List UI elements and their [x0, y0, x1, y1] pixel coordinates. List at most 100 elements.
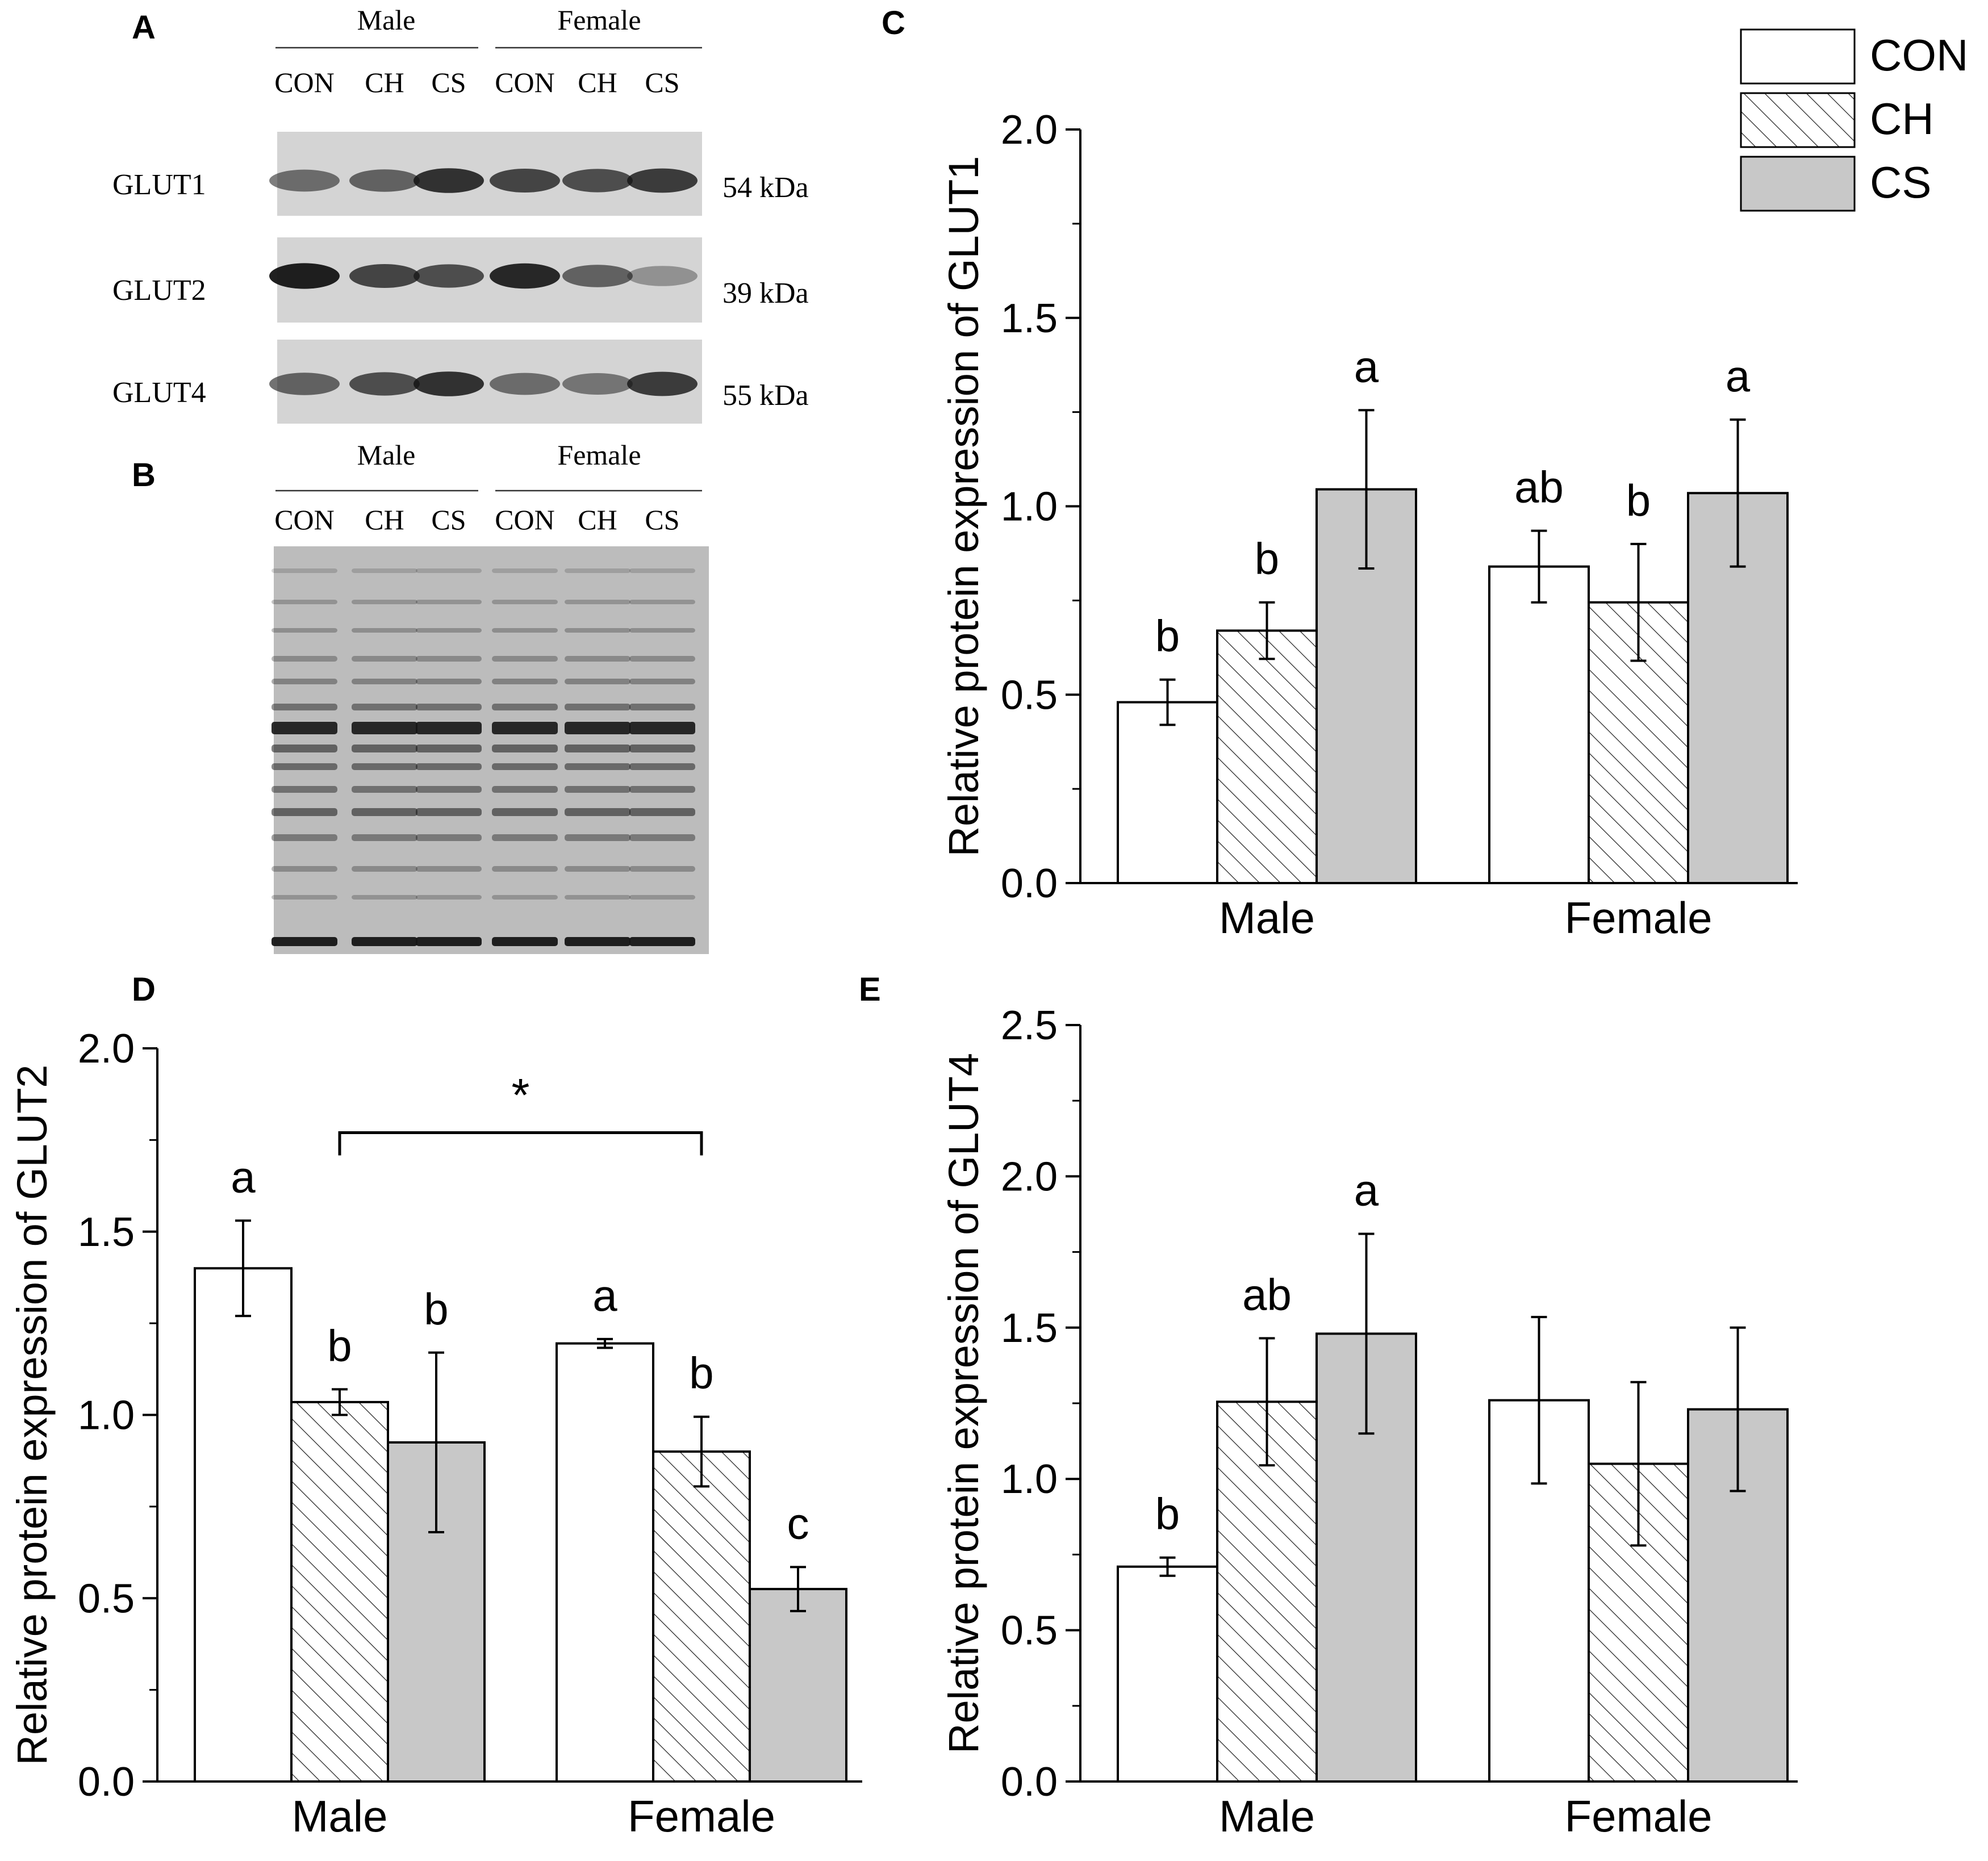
gel-band: [272, 937, 337, 946]
y-tick-label: 0.5: [1001, 672, 1058, 718]
gel-band: [565, 866, 630, 872]
gel-band: [492, 628, 558, 633]
legend-swatch-cs: [1740, 156, 1856, 212]
gel-band: [492, 600, 558, 604]
panel-label-a: A: [132, 9, 156, 46]
significance-letter: b: [1155, 1489, 1180, 1539]
gel-band: [352, 763, 417, 770]
gel-band: [416, 763, 482, 770]
gel-band: [629, 722, 695, 734]
gel-band: [565, 722, 630, 734]
gel-band: [416, 895, 482, 900]
chart-glut1: 0.0 0.5 1.0 1.5 2.0 Relative protein expressi…: [940, 107, 1798, 943]
significance-letter: b: [1626, 475, 1651, 525]
bar-ch: [1216, 629, 1318, 884]
bar-con: [1117, 701, 1218, 885]
x-category-label: Female: [1564, 893, 1712, 943]
lane-label: CH: [365, 504, 404, 536]
lane-labels-a: CON CH CS CON CH CS: [274, 66, 679, 98]
gel-band: [492, 895, 558, 900]
gel-panel-b: Male Female CON CH CS CON CH CS: [272, 439, 709, 954]
blot-glut4: GLUT4 55 kDa: [112, 340, 809, 424]
significance-letter: b: [1255, 534, 1279, 584]
gel-band: [272, 600, 337, 604]
blot-band: [414, 264, 484, 288]
gel-band: [565, 786, 630, 793]
chart-glut4: 0.0 0.5 1.0 1.5 2.0 2.5 Relative protein expre…: [940, 1003, 1798, 1841]
gel-band: [629, 895, 695, 900]
gel-band: [565, 628, 630, 633]
gel-band: [352, 937, 417, 946]
gel-band: [352, 568, 417, 573]
gel-band: [629, 745, 695, 752]
gel-band: [492, 679, 558, 684]
gel-band: [352, 745, 417, 752]
blot-protein-label: GLUT4: [112, 377, 206, 409]
gel-band: [565, 656, 630, 662]
gel-band: [629, 568, 695, 573]
gel-band: [629, 834, 695, 841]
gel-band: [272, 786, 337, 793]
blot-size-label: 54 kDa: [722, 172, 809, 204]
gel-band: [629, 628, 695, 633]
chart-glut2: 0.0 0.5 1.0 1.5 2.0 Relative protein expressi…: [9, 1026, 862, 1841]
gel-band: [352, 704, 417, 710]
y-tick-label: 1.5: [78, 1210, 135, 1255]
y-tick-label: 2.0: [1001, 1154, 1058, 1199]
gel-band: [352, 786, 417, 793]
lane-label: CH: [578, 66, 617, 98]
gel-band: [416, 628, 482, 633]
gel-band: [272, 834, 337, 841]
blot-size-label: 55 kDa: [722, 379, 809, 412]
significance-letter: a: [592, 1270, 617, 1320]
gel-band: [416, 786, 482, 793]
gel-band: [352, 808, 417, 816]
gel-band: [565, 895, 630, 900]
blot-band: [490, 263, 560, 289]
gel-band: [352, 722, 417, 734]
gel-band: [352, 628, 417, 633]
bar-con: [556, 1342, 654, 1783]
gel-band: [629, 786, 695, 793]
gel-band: [565, 808, 630, 816]
gel-band: [416, 834, 482, 841]
blot-band: [269, 373, 340, 395]
blot-band: [562, 373, 633, 395]
gel-band: [272, 679, 337, 684]
gel-band: [492, 866, 558, 872]
y-tick-label: 2.5: [1001, 1003, 1058, 1048]
y-axis-label: Relative protein expression of GLUT1: [940, 156, 987, 857]
significance-letter: a: [231, 1152, 256, 1202]
lane-label: CH: [365, 66, 404, 98]
gel-band: [565, 704, 630, 710]
gel-band: [352, 834, 417, 841]
gel-band: [565, 568, 630, 573]
blot-band: [269, 263, 340, 289]
significance-letter: b: [424, 1284, 448, 1334]
y-axis-label: Relative protein expression of GLUT2: [9, 1065, 56, 1766]
gel-band: [272, 656, 337, 662]
blot-band: [349, 169, 420, 192]
x-category-label: Male: [1219, 893, 1315, 943]
y-tick-label: 0.5: [78, 1576, 135, 1621]
gel-band: [492, 745, 558, 752]
gel-band: [416, 808, 482, 816]
blot-protein-label: GLUT2: [112, 274, 206, 307]
bar-cs: [749, 1588, 847, 1783]
panel-label-d: D: [132, 971, 156, 1008]
legend-label-ch: CH: [1870, 94, 1934, 144]
blot-glut2: GLUT2 39 kDa: [112, 237, 809, 323]
gel-band: [416, 937, 482, 946]
gel-band: [492, 937, 558, 946]
gel-group-label-female: Female: [557, 439, 641, 471]
gel-band: [565, 600, 630, 604]
gel-band: [629, 937, 695, 946]
blot-band: [562, 169, 633, 193]
blot-glut1: GLUT1 54 kDa: [112, 132, 809, 216]
y-tick-label: 1.5: [1001, 1306, 1058, 1351]
significance-letter: a: [1726, 351, 1751, 401]
gel-band: [416, 866, 482, 872]
gel-band: [629, 679, 695, 684]
x-category-label: Female: [628, 1791, 775, 1841]
gel-band: [629, 808, 695, 816]
